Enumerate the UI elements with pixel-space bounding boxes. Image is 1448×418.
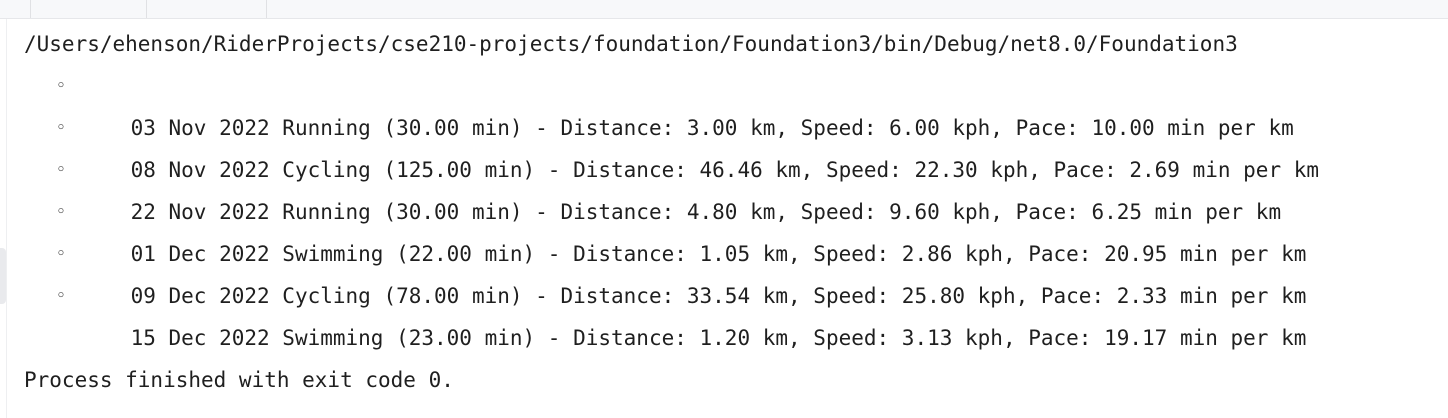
tab-divider [146, 0, 147, 18]
entry-text: 03 Nov 2022 Running (30.00 min) - Distan… [130, 116, 1294, 140]
bullet-icon: ◦ [55, 202, 67, 222]
console-entry[interactable]: ◦ 01 Dec 2022 Swimming (22.00 min) - Dist… [24, 191, 1444, 266]
bullet-icon: ◦ [55, 286, 67, 306]
bullet-icon: ◦ [55, 244, 67, 264]
console-entry[interactable]: ◦ 09 Dec 2022 Cycling (78.00 min) - Dista… [24, 233, 1444, 308]
run-console-output[interactable]: /Users/ehenson/RiderProjects/cse210-proj… [24, 23, 1444, 401]
bullet-icon: ◦ [55, 118, 67, 138]
gutter-resize-handle[interactable] [0, 248, 6, 304]
console-entry[interactable]: ◦ 03 Nov 2022 Running (30.00 min) - Dista… [24, 65, 1444, 140]
console-entry[interactable]: ◦ 08 Nov 2022 Cycling (125.00 min) - Dist… [24, 107, 1444, 182]
exit-status-line[interactable]: Process finished with exit code 0. [24, 368, 454, 392]
entry-text: 22 Nov 2022 Running (30.00 min) - Distan… [130, 200, 1282, 224]
entry-text: 09 Dec 2022 Cycling (78.00 min) - Distan… [130, 284, 1307, 308]
entry-text: 08 Nov 2022 Cycling (125.00 min) - Dista… [130, 158, 1320, 182]
entry-text: 01 Dec 2022 Swimming (22.00 min) - Dista… [130, 242, 1307, 266]
tab-divider [30, 0, 31, 18]
console-entry[interactable]: ◦ 22 Nov 2022 Running (30.00 min) - Dista… [24, 149, 1444, 224]
executable-path-line[interactable]: /Users/ehenson/RiderProjects/cse210-proj… [24, 32, 1238, 56]
tab-divider [266, 0, 267, 18]
bullet-icon: ◦ [55, 160, 67, 180]
bullet-icon: ◦ [55, 76, 67, 96]
console-entry[interactable]: ◦ 15 Dec 2022 Swimming (23.00 min) - Dist… [24, 275, 1444, 350]
console-gutter [0, 19, 7, 418]
entry-text: 15 Dec 2022 Swimming (23.00 min) - Dista… [130, 326, 1307, 350]
tool-window-tab-bar [0, 0, 1448, 19]
